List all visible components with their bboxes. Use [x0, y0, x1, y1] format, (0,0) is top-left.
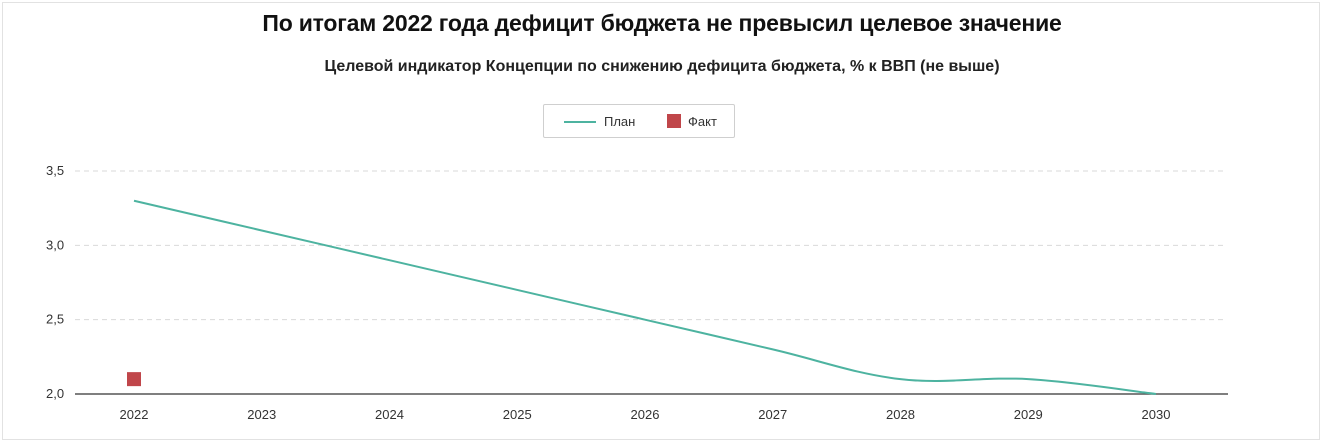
legend-plan-swatch	[564, 121, 596, 123]
x-tick-label: 2022	[120, 407, 149, 422]
y-tick-label: 2,5	[46, 312, 64, 327]
x-tick-label: 2025	[503, 407, 532, 422]
x-tick-label: 2024	[375, 407, 404, 422]
y-tick-label: 3,0	[46, 237, 64, 252]
y-tick-label: 2,0	[46, 386, 64, 401]
series-line-plan	[133, 199, 1157, 395]
x-tick-label: 2029	[1014, 407, 1043, 422]
chart-subtitle: Целевой индикатор Концепции по снижению …	[324, 58, 1000, 75]
x-tick-label: 2028	[886, 407, 915, 422]
x-tick-label: 2026	[631, 407, 660, 422]
chart-title: По итогам 2022 года дефицит бюджета не п…	[262, 10, 1062, 36]
chart-legend: План Факт	[543, 104, 735, 138]
x-tick-label: 2027	[758, 407, 787, 422]
legend-fact-label: Факт	[688, 114, 717, 129]
legend-fact-swatch	[667, 114, 681, 128]
x-tick-label: 2030	[1142, 407, 1171, 422]
y-tick-label: 3,5	[46, 163, 64, 178]
x-tick-label: 2023	[247, 407, 276, 422]
legend-plan-label: План	[604, 114, 636, 129]
fact-point-marker	[127, 372, 141, 387]
